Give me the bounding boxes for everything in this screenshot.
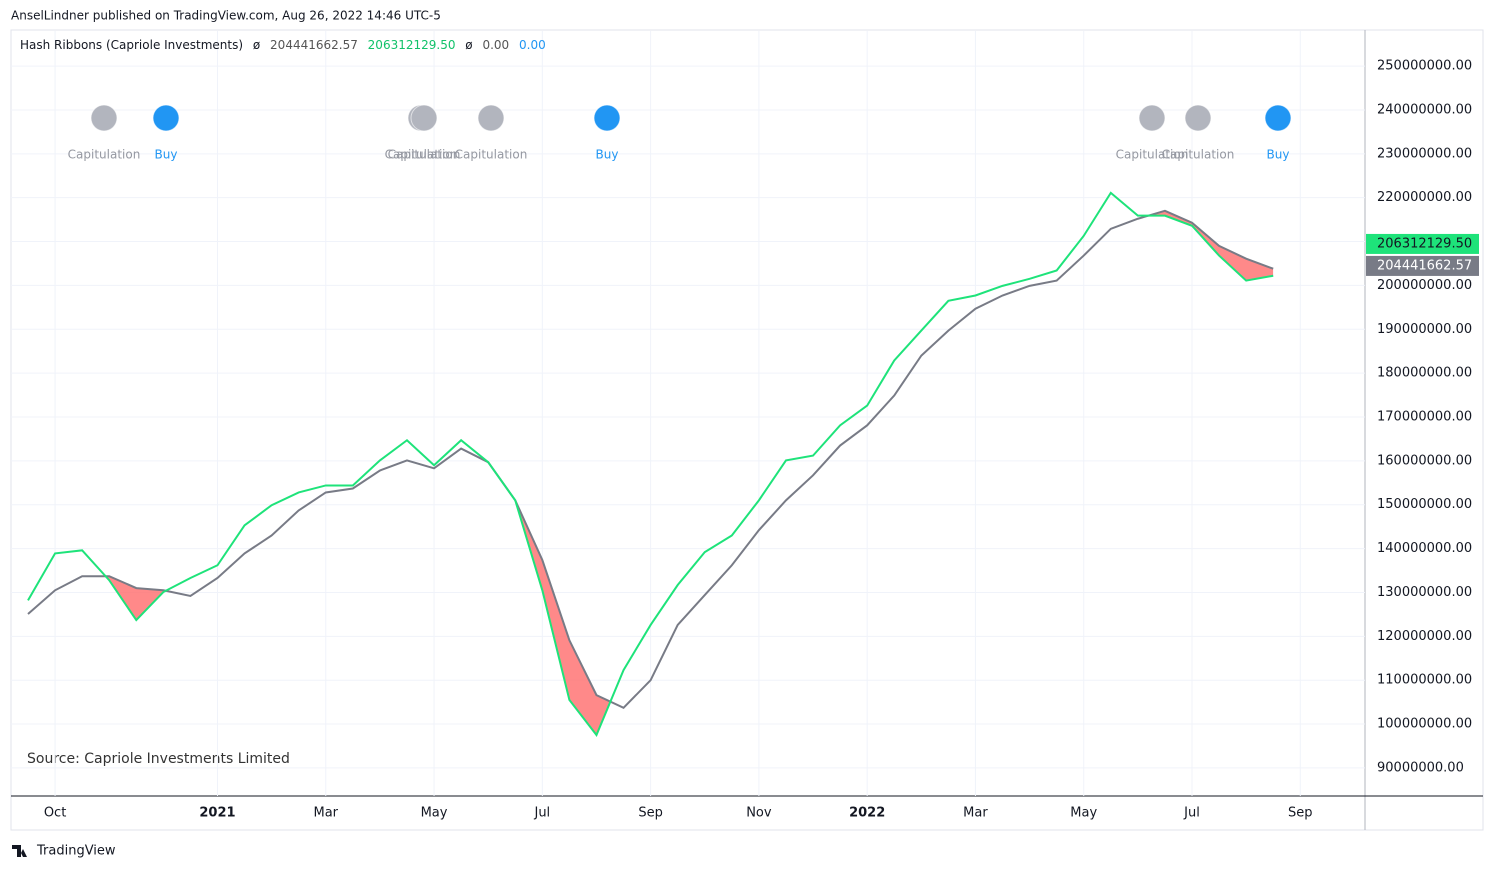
x-tick-label: May [1070, 806, 1097, 821]
price-tag-label: 206312129.50 [1377, 236, 1472, 251]
signal-label: Capitulation [388, 148, 461, 162]
x-tick-label: Oct [44, 806, 66, 821]
source-note: Source: Capriole Investments Limited [27, 751, 290, 767]
y-tick-label: 200000000.00 [1377, 278, 1472, 293]
y-tick-label: 90000000.00 [1377, 760, 1464, 775]
legend-symbol: ø [252, 38, 261, 52]
signal-marker [477, 104, 505, 132]
x-tick-label: May [421, 806, 448, 821]
signal-marker [593, 104, 621, 132]
price-tag [1366, 255, 1479, 276]
y-tick-label: 140000000.00 [1377, 541, 1472, 556]
signal-label: Capitulation [385, 148, 458, 162]
y-tick-label: 120000000.00 [1377, 629, 1472, 644]
legend-value: 204441662.57 [270, 38, 358, 52]
legend-symbol: ø [465, 38, 473, 52]
signal-label: Buy [1267, 148, 1290, 162]
x-tick-label: Jul [533, 806, 550, 821]
y-tick-label: 180000000.00 [1377, 366, 1472, 381]
footer-brand: TradingView [36, 844, 116, 859]
signal-label: Capitulation [1116, 148, 1189, 162]
y-tick-label: 240000000.00 [1377, 102, 1472, 117]
y-tick-label: 150000000.00 [1377, 497, 1472, 512]
y-tick-label: 160000000.00 [1377, 453, 1472, 468]
signal-label: Capitulation [68, 148, 141, 162]
y-tick-label: 100000000.00 [1377, 717, 1472, 732]
x-tick-label: Sep [638, 806, 663, 821]
signal-label: Capitulation [455, 148, 528, 162]
signal-marker [90, 104, 118, 132]
legend-value: 0.00 [482, 38, 510, 52]
x-tick-label: Mar [963, 806, 988, 821]
signal-marker [1264, 104, 1292, 132]
signal-marker [1184, 104, 1212, 132]
y-tick-label: 220000000.00 [1377, 190, 1472, 205]
y-tick-label: 170000000.00 [1377, 410, 1472, 425]
x-tick-label: Jul [1183, 806, 1200, 821]
signal-label: Capitulation [1162, 148, 1235, 162]
y-tick-label: 230000000.00 [1377, 146, 1472, 161]
signal-label: Buy [596, 148, 619, 162]
tradingview-logo: TradingView [12, 844, 116, 859]
x-tick-label: 2022 [849, 806, 885, 821]
y-tick-label: 250000000.00 [1377, 59, 1472, 74]
series-line [27, 191, 1274, 738]
y-tick-label: 190000000.00 [1377, 322, 1472, 337]
x-tick-label: Mar [314, 806, 339, 821]
x-tick-label: Sep [1288, 806, 1313, 821]
y-tick-label: 110000000.00 [1377, 673, 1472, 688]
legend-value: 0.00 [519, 38, 546, 52]
frame [10, 29, 1484, 831]
x-tick-label: Nov [746, 806, 772, 821]
signal-marker [152, 104, 180, 132]
y-tick-label: 130000000.00 [1377, 585, 1472, 600]
signal-label: Buy [155, 148, 178, 162]
indicator-legend: Hash Ribbons (Capriole Investments) ø 20… [20, 38, 552, 52]
signal-marker [410, 104, 438, 132]
legend-value: 206312129.50 [367, 38, 456, 52]
price-tag-label: 204441662.57 [1377, 258, 1472, 273]
signal-marker [1138, 104, 1166, 132]
series-line [27, 209, 1274, 710]
x-tick-label: 2021 [199, 806, 235, 821]
byline: AnselLindner published on TradingView.co… [11, 9, 441, 23]
price-tag [1366, 233, 1479, 254]
indicator-title: Hash Ribbons (Capriole Investments) [20, 38, 244, 52]
